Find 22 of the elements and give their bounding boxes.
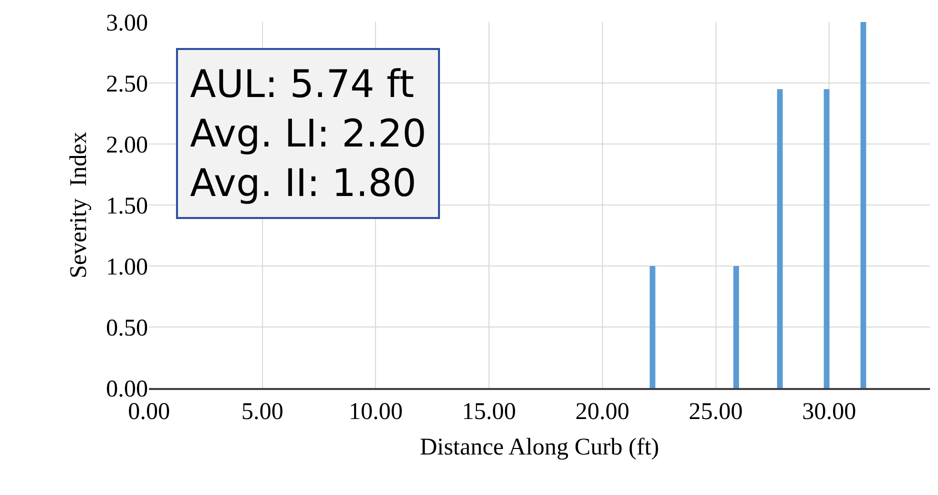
bar [777,89,783,388]
x-tick-label: 25.00 [688,398,743,425]
y-tick-label: 3.00 [106,10,148,36]
bar [824,89,830,388]
x-axis-title: Distance Along Curb (ft) [420,434,660,461]
x-tick-label: 5.00 [241,398,284,425]
y-tick-label: 2.50 [106,71,148,98]
y-tick-label: 1.50 [106,193,148,220]
bar [860,22,866,388]
bar [733,266,739,388]
y-tick-label: 1.00 [106,254,148,280]
annotation: Avg. II: 1.80 [190,160,416,205]
x-tick-label: 20.00 [575,398,630,425]
y-tick-label: 0.50 [106,315,148,342]
annotation: Avg. LI: 2.20 [190,111,426,156]
x-tick-label: 15.00 [462,398,516,425]
y-tick-label: 2.00 [106,132,148,158]
x-tick-label: 30.00 [802,398,856,425]
y-axis-title: Severity Index [66,132,92,278]
x-tick-label: 10.00 [348,398,403,425]
annotation: AUL: 5.74 ft [190,62,414,106]
bar [650,266,656,388]
